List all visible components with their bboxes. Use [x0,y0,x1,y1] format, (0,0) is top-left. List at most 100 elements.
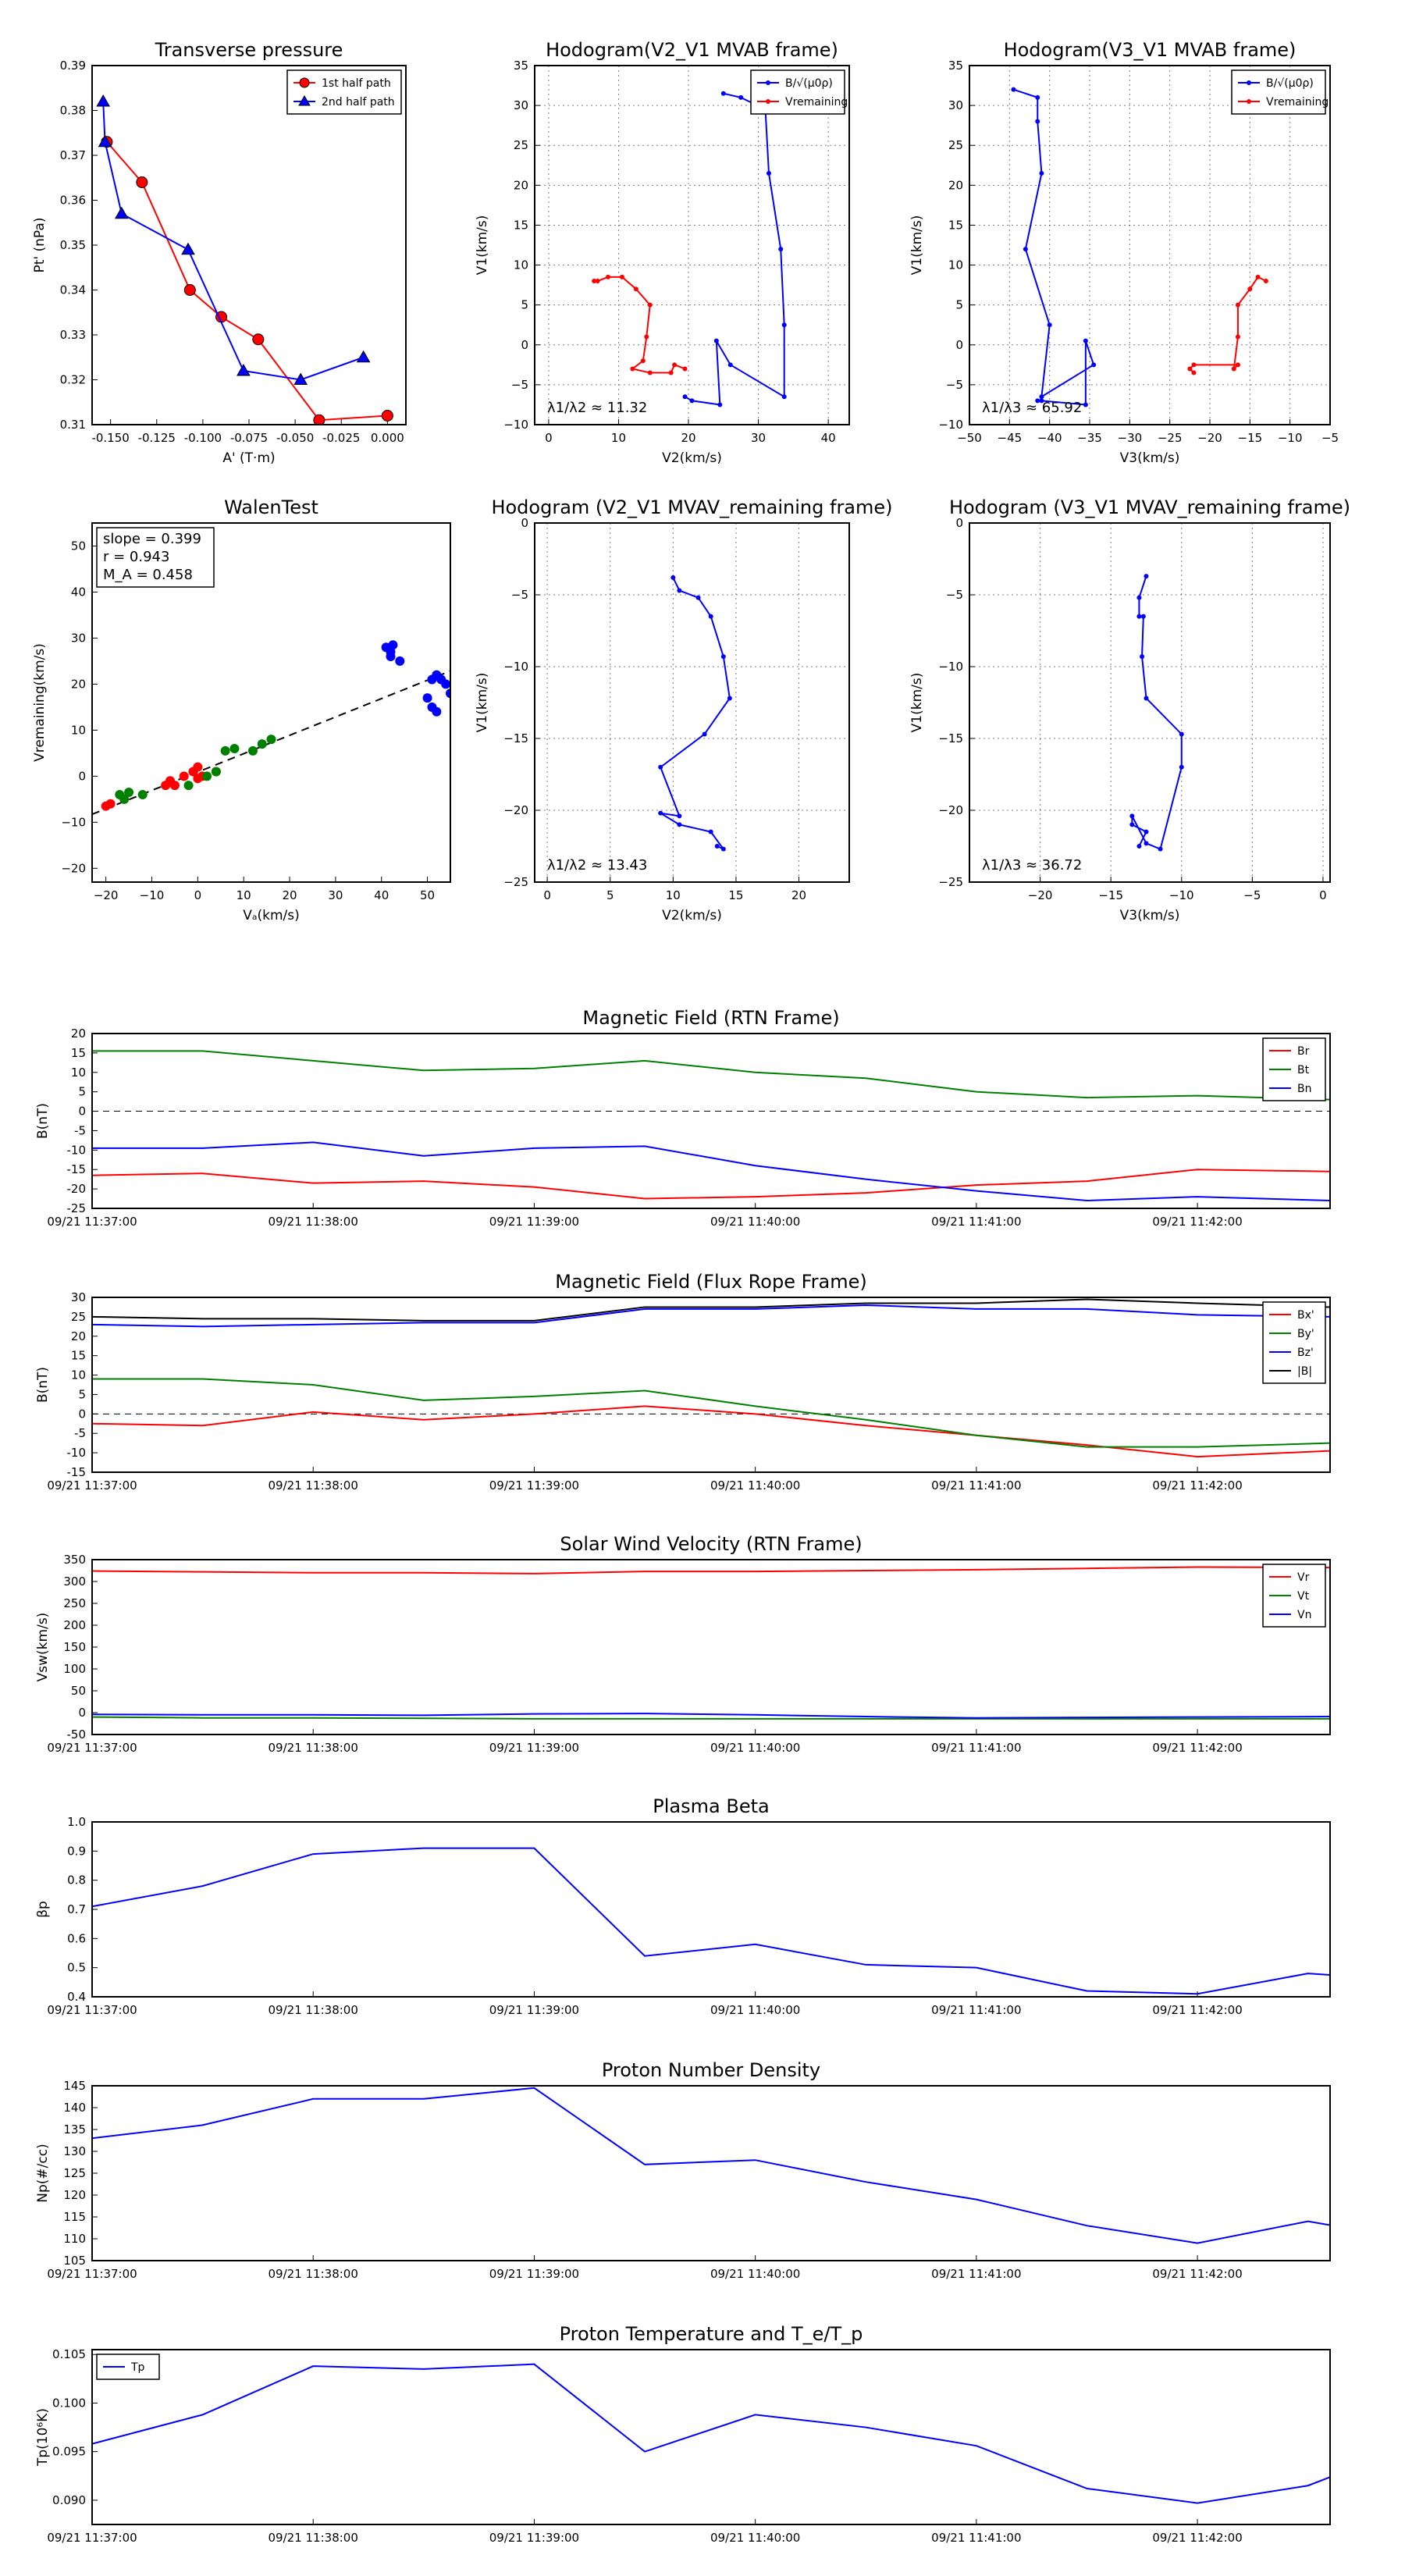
x-tick-label: 10 [237,888,251,902]
data-point [124,788,134,797]
data-point [727,362,733,368]
y-axis-label: V1(km/s) [909,215,925,276]
x-tick-label: 0 [1319,888,1327,902]
x-tick-label: 0 [194,888,202,902]
data-point [1039,171,1044,176]
data-point [1091,362,1097,368]
y-tick-label: 0 [78,769,86,783]
x-tick-label: 10 [611,431,626,445]
x-tick-label: −45 [998,431,1023,445]
y-tick-label: 40 [71,585,86,599]
data-point [658,764,663,770]
y-tick-label: 0.100 [52,2396,86,2410]
y-tick-label: 5 [78,1085,86,1099]
y-tick-label: 250 [63,1596,86,1610]
x-tick-label: 30 [328,888,343,902]
plot-frame [91,1297,1331,1473]
x-tick-label: 09/21 11:38:00 [269,2267,358,2281]
y-tick-label: −5 [511,588,528,602]
legend-box [1262,1301,1326,1384]
chart-tp: Transverse pressure -0.150 -0.125 -0.100 -0.… [32,39,407,466]
legend-label: 1st half path [322,77,391,90]
legend-marker [299,77,310,88]
legend-marker [1247,80,1251,85]
y-tick-label: 0.8 [67,1873,86,1888]
data-point [220,745,230,756]
plot-frame [91,65,407,425]
data-point [720,654,726,660]
plot-frame [91,522,451,883]
legend-label: Br [1297,1045,1310,1058]
x-tick-label: 09/21 11:40:00 [710,1215,800,1229]
y-axis-label: Np(#/cc) [35,2144,51,2202]
x-tick-label: −15 [1098,888,1123,902]
x-tick-label: 09/21 11:37:00 [47,2003,137,2017]
y-tick-label: 0 [78,1407,86,1421]
data-point [1179,764,1184,770]
chart-title: Proton Number Density [602,2059,820,2081]
legend-label: Vt [1297,1590,1310,1603]
data-point [1136,844,1142,849]
y-tick-label: 0.35 [60,238,86,252]
x-tick-label: 09/21 11:41:00 [931,2003,1021,2017]
data-point [727,696,732,701]
y-axis-label: B(nT) [35,1103,51,1139]
series-line-Vn [92,1713,1330,1719]
x-tick-label: 09/21 11:39:00 [489,2003,579,2017]
data-point [1011,87,1016,92]
y-tick-label: 100 [63,1662,86,1676]
data-point [714,844,720,849]
data-point [1191,362,1197,368]
data-point [668,370,674,375]
x-tick-label: −30 [1118,431,1143,445]
y-tick-label: −25 [938,875,963,889]
y-tick-label: -15 [67,1162,87,1176]
x-tick-label: −20 [1197,431,1222,445]
legend-label: Bt [1297,1064,1310,1076]
series-line-Bn [92,1141,1330,1202]
y-tick-label: 0 [78,1105,86,1119]
data-point [247,745,258,756]
y-tick-label: −25 [503,875,528,889]
legend-label: Bn [1297,1083,1311,1095]
data-point [266,735,276,745]
data-point [432,706,442,717]
x-tick-label: −20 [1028,888,1053,902]
data-point [381,410,393,422]
chart-beta: Plasma Beta 09/21 11:37:00 09/21 11:38:00 0… [35,1795,1331,2017]
data-point [738,94,744,100]
y-tick-label: -10 [67,1143,87,1157]
legend-marker [766,99,770,104]
y-tick-label: 10 [514,258,528,272]
data-point [237,363,251,376]
data-point [211,767,221,777]
y-tick-label: 0.4 [67,1990,86,2004]
y-tick-label: 15 [948,218,963,232]
x-tick-label: −50 [957,431,982,445]
data-point [1035,398,1040,404]
data-point [720,91,726,96]
series-line-Br [92,1169,1330,1200]
data-point [293,372,308,385]
y-tick-label: 0.38 [60,104,86,118]
data-point [1023,247,1028,252]
legend-box [286,69,402,115]
legend-label: 2nd half path [322,96,395,109]
y-tick-label: -5 [74,1426,86,1440]
data-point [1235,362,1240,368]
x-tick-label: −15 [1238,431,1263,445]
ratio-annotation: λ1/λ3 ≈ 65.92 [982,400,1082,416]
data-point [1144,696,1149,701]
data-point [1035,94,1040,100]
y-tick-label: 25 [948,138,963,152]
y-tick-label: −5 [946,378,963,392]
x-tick-label: 09/21 11:40:00 [710,2267,800,2281]
x-axis-label: A' (T·m) [222,450,275,466]
x-tick-label: -0.025 [322,431,360,445]
y-tick-label: 20 [948,178,963,192]
y-axis-label: Tp(10⁶K) [35,2408,51,2467]
legend-label: By' [1297,1328,1314,1340]
y-tick-label: 0.31 [60,418,86,432]
data-point [96,94,111,107]
series-line-Tp [92,2363,1330,2504]
